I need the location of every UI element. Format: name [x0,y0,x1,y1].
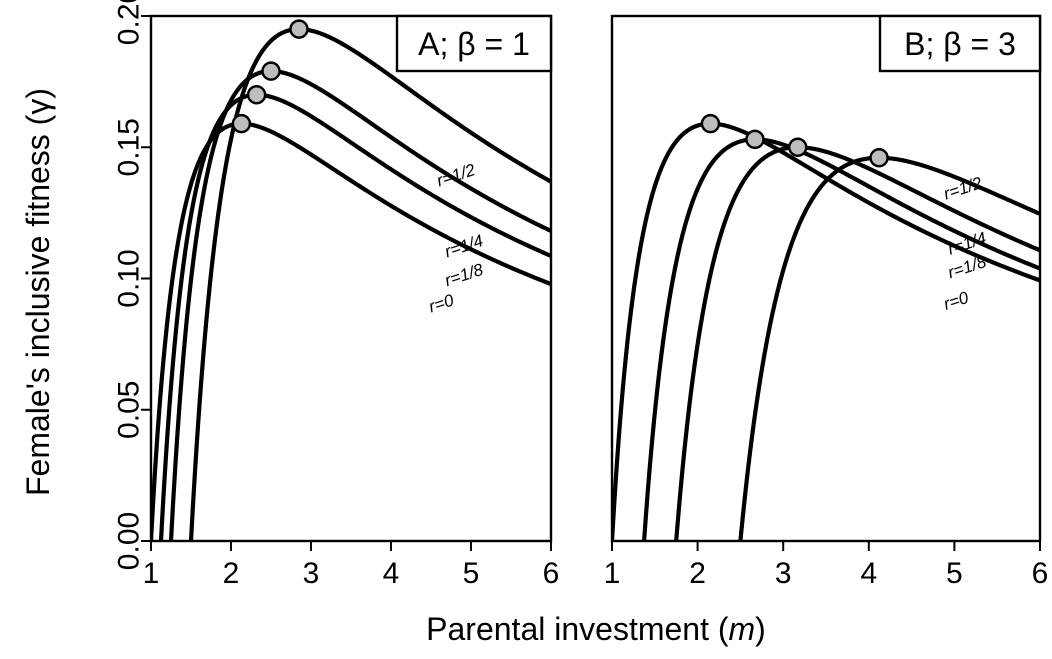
peak-marker-r-1-8 [745,129,765,150]
x-tick-label: 1 [143,557,160,590]
series-line-r-1-4 [168,69,551,541]
series-label-r-0: r=0 [941,288,971,314]
x-tick-label: 2 [223,557,240,590]
series-line-r-1-8 [642,137,1040,541]
x-tick-label: 2 [689,557,706,590]
series-line-r-1-8 [158,92,551,541]
series-label-r-1-2: r=1/2 [941,173,985,203]
panel-label: B; β = 3 [904,26,1016,62]
panel-label-box [878,14,1042,73]
panel-label-box [395,14,553,73]
x-tick-label: 4 [383,557,400,590]
y-tick-label: 0.10 [113,249,146,307]
peak-marker-r-1-8 [246,85,267,105]
x-tick-label: 3 [775,557,792,590]
peak-marker-r-1-4 [788,137,808,157]
y-axis-title: Female's inclusive fitness (γ) [20,88,56,496]
x-tick-label: 3 [303,557,320,590]
y-tick-label: 0.00 [113,512,146,570]
series-line-r-1-2 [188,27,551,541]
peak-marker-r-1-4 [261,61,281,81]
series-line-r-0 [151,121,551,541]
series-label-r-1-2: r=1/2 [434,160,478,190]
x-tick-label: 6 [543,557,560,590]
x-tick-label: 1 [604,557,621,590]
y-tick-label: 0.15 [113,118,146,176]
panel-b: 1 2 3 4 5 6r=1/2r=1/4r=1/8r=0B; β = 3 [604,14,1049,590]
x-tick-label: 5 [946,557,963,590]
peak-marker-r-0 [700,113,721,134]
peak-marker-r-1-2 [869,148,889,168]
x-tick-label: 5 [463,557,480,590]
x-tick-label: 6 [1032,557,1049,590]
peak-marker-r-1-2 [289,19,309,39]
y-tick-label: 0.05 [113,381,146,439]
panel-a: 1 2 3 4 5 6 0.00 0.05 0.10 0.15 0.20 r=1/2 r=1/4r=1/… [113,0,560,590]
y-tick-label: 0.20 [113,0,146,45]
series-label-r-0: r=0 [426,290,456,316]
series-label-r-1-8: r=1/8 [442,260,486,290]
peak-marker-r-0 [231,113,252,134]
x-tick-label: 4 [860,557,877,590]
plot-frame [610,14,1042,543]
series-line-r-1-4 [674,145,1040,541]
panel-label: A; β = 1 [418,26,530,62]
series-label-r-1-4: r=1/4 [442,231,485,261]
x-axis-title: Parental investment (m) [426,611,766,647]
